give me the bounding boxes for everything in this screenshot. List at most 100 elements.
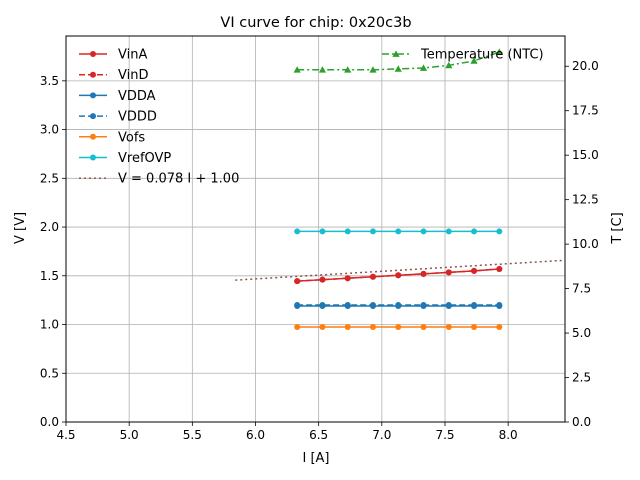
data-point <box>319 276 326 283</box>
legend-label: VinA <box>118 48 147 63</box>
y-tick-label: 1.5 <box>40 269 59 283</box>
data-point <box>344 228 351 235</box>
data-point <box>344 66 352 73</box>
legend-item: VDDD <box>79 110 157 125</box>
y-tick-label: 1.0 <box>40 318 59 332</box>
legend-marker <box>90 113 96 120</box>
legend-item: Temperature (NTC) <box>382 48 544 63</box>
data-point <box>395 272 402 279</box>
data-point <box>420 323 427 330</box>
data-point <box>319 302 326 309</box>
y2-tick-label: 0.0 <box>572 415 591 429</box>
legend-item: VDDA <box>79 89 156 104</box>
data-point <box>395 323 402 330</box>
legend-right: Temperature (NTC) <box>382 48 544 63</box>
legend-item: Vofs <box>79 130 145 145</box>
y2-tick-label: 20.0 <box>572 59 599 73</box>
legend-label: VDDA <box>118 89 156 104</box>
legend-label: Temperature (NTC) <box>420 48 544 63</box>
legend-marker <box>90 92 96 99</box>
y-axis: 0.0 0.5 1.0 1.5 2.0 2.5 3.0 3.5 <box>40 74 66 429</box>
x-tick-label: 7.5 <box>435 428 454 442</box>
legend-label: Vofs <box>118 130 145 145</box>
data-point <box>445 269 452 276</box>
data-point <box>395 302 402 309</box>
legend-marker <box>90 71 96 78</box>
data-point <box>294 302 301 309</box>
y-tick-label: 3.0 <box>40 123 59 137</box>
legend-label: VDDD <box>118 110 157 125</box>
data-point <box>445 61 453 69</box>
legend-item: VinD <box>79 68 148 83</box>
x-tick-label: 6.0 <box>246 428 265 442</box>
data-point <box>369 323 376 330</box>
y2-tick-label: 10.0 <box>572 237 599 251</box>
data-point <box>344 323 351 330</box>
x-axis: 4.5 5.0 5.5 6.0 6.5 7.0 7.5 8.0 <box>56 422 518 442</box>
data-point <box>470 57 478 64</box>
data-point <box>294 323 301 330</box>
plot-frame <box>65 35 566 423</box>
x-tick-label: 8.0 <box>499 428 518 442</box>
legend-marker <box>90 133 96 140</box>
legend-marker <box>392 50 400 57</box>
y2-axis-label: T [C] <box>610 212 625 244</box>
data-point <box>496 323 503 330</box>
legend-left: VinA VinD VDDA VDDD Vofs VrefOVP V = 0.078 I +… <box>79 48 239 187</box>
series-layer <box>235 48 566 330</box>
fit-line <box>235 259 566 281</box>
legend-item: VinA <box>79 48 147 63</box>
x-tick-label: 6.5 <box>309 428 328 442</box>
data-point <box>293 66 301 73</box>
data-point <box>369 302 376 309</box>
data-point <box>496 265 503 272</box>
data-point <box>420 228 427 235</box>
data-point <box>445 302 452 309</box>
legend-item: V = 0.078 I + 1.00 <box>79 172 239 187</box>
y-tick-label: 2.0 <box>40 220 59 234</box>
y2-tick-label: 5.0 <box>572 326 591 340</box>
data-point <box>318 66 327 73</box>
data-point <box>471 323 478 330</box>
legend-label: VinD <box>118 68 148 83</box>
data-point <box>420 270 427 277</box>
legend-label: V = 0.078 I + 1.00 <box>118 172 239 187</box>
data-point <box>496 228 503 235</box>
y-tick-label: 2.5 <box>40 171 59 185</box>
data-point <box>344 275 351 282</box>
y-tick-label: 3.5 <box>40 74 59 88</box>
y2-tick-label: 15.0 <box>572 148 599 162</box>
x-tick-label: 7.0 <box>372 428 391 442</box>
data-point <box>394 65 402 72</box>
data-point <box>369 228 376 235</box>
y-axis-label: V [V] <box>13 212 28 244</box>
y2-tick-label: 12.5 <box>572 193 599 207</box>
y-tick-label: 0.5 <box>40 366 59 380</box>
legend-marker <box>90 51 96 57</box>
data-point <box>369 66 377 73</box>
data-point <box>344 302 351 309</box>
data-point <box>294 278 301 285</box>
series-temperature-ntc- <box>293 48 503 73</box>
y2-axis: 0.0 2.5 5.0 7.5 10.0 12.5 15.0 17.5 20.0 <box>565 59 599 429</box>
series-vddd <box>294 302 503 309</box>
data-point <box>471 228 478 235</box>
series-vind <box>294 265 503 285</box>
x-axis-label: I [A] <box>302 451 329 466</box>
chart-title: VI curve for chip: 0x20c3b <box>220 15 411 31</box>
data-point <box>294 228 301 235</box>
data-point <box>420 302 427 309</box>
data-point <box>471 302 478 309</box>
data-point <box>495 48 503 55</box>
legend-item: VrefOVP <box>79 151 171 166</box>
y2-tick-label: 7.5 <box>572 282 591 296</box>
grid <box>65 36 565 423</box>
data-point <box>369 273 376 280</box>
data-point <box>445 228 452 235</box>
data-point <box>419 64 428 71</box>
legend-marker <box>90 154 96 161</box>
data-point <box>471 267 478 274</box>
data-point <box>319 323 326 330</box>
data-point <box>496 302 503 309</box>
series-vofs <box>294 323 503 330</box>
